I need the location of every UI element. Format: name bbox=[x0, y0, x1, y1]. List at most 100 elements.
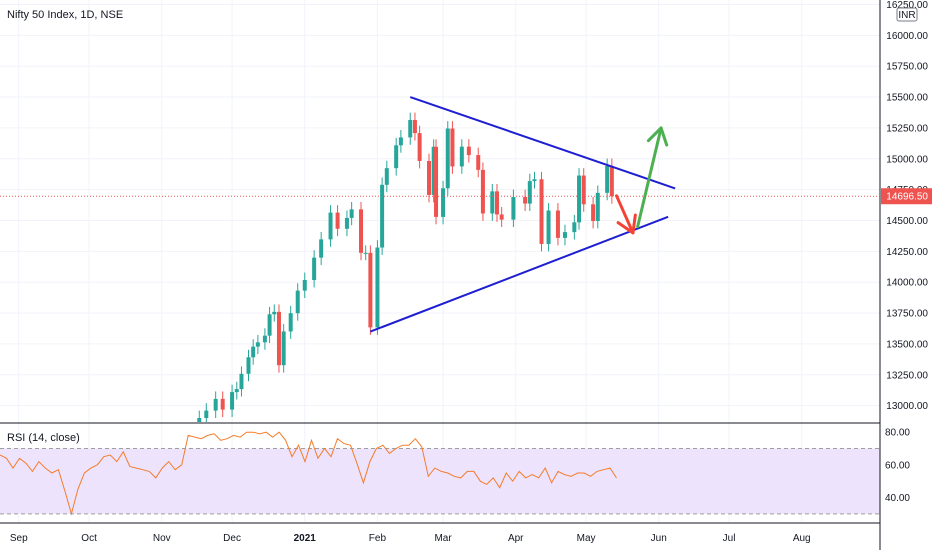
candle-body bbox=[466, 146, 471, 156]
current-price-label: 14696.50 bbox=[886, 192, 928, 203]
trendline-upper bbox=[409, 96, 676, 190]
candle-body bbox=[427, 160, 431, 195]
price-tick-label: 15500.00 bbox=[886, 93, 928, 104]
candle-body bbox=[335, 212, 340, 229]
grid-lines bbox=[0, 0, 880, 522]
currency-badge-label: INR bbox=[898, 10, 915, 21]
rsi-tick-label: 60.00 bbox=[885, 460, 910, 471]
candle-body bbox=[197, 418, 202, 422]
candlesticks bbox=[197, 112, 614, 422]
time-tick-label: Sep bbox=[10, 533, 28, 544]
time-tick-label: Aug bbox=[793, 533, 811, 544]
candle-body bbox=[476, 155, 481, 170]
rsi-band bbox=[0, 448, 880, 515]
candle-body bbox=[234, 389, 239, 393]
time-tick-label: Feb bbox=[369, 533, 387, 544]
candle-body bbox=[431, 146, 436, 195]
candle-body bbox=[494, 191, 499, 215]
candle-body bbox=[319, 239, 324, 258]
candle-body bbox=[368, 252, 373, 328]
candle-body bbox=[246, 357, 251, 374]
time-tick-label: Jul bbox=[723, 533, 736, 544]
candle-body bbox=[408, 120, 413, 138]
candle-body bbox=[239, 373, 244, 390]
candle-body bbox=[412, 120, 417, 134]
price-tick-label: 13000.00 bbox=[886, 401, 928, 412]
price-tick-label: 16000.00 bbox=[886, 31, 928, 42]
candle-body bbox=[532, 179, 537, 182]
candle-body bbox=[204, 410, 209, 418]
candle-body bbox=[281, 331, 286, 366]
price-tick-label: 15750.00 bbox=[886, 62, 928, 73]
rsi-tick-label: 40.00 bbox=[885, 493, 910, 504]
candle-body bbox=[255, 342, 260, 347]
price-tick-label: 14250.00 bbox=[886, 247, 928, 258]
rsi-series bbox=[0, 431, 617, 516]
price-tick-label: 14000.00 bbox=[886, 278, 928, 289]
rsi-tick-label: 80.00 bbox=[885, 428, 910, 439]
price-tick-label: 13500.00 bbox=[886, 339, 928, 350]
candle-body bbox=[295, 290, 300, 314]
candle-body bbox=[562, 232, 567, 238]
candle-body bbox=[328, 212, 333, 240]
candle-body bbox=[450, 128, 455, 167]
candle-body bbox=[349, 209, 354, 218]
currency-badge bbox=[896, 7, 918, 22]
candle-body bbox=[251, 346, 256, 358]
price-tick-label: 15000.00 bbox=[886, 154, 928, 165]
candle-body bbox=[577, 175, 582, 223]
candle-body bbox=[288, 313, 293, 332]
candle-body bbox=[262, 335, 267, 343]
candle-body bbox=[605, 165, 610, 193]
candle-body bbox=[546, 210, 551, 244]
candle-body bbox=[581, 175, 586, 205]
candle-body bbox=[398, 137, 403, 146]
candle-body bbox=[312, 257, 317, 280]
candle-body bbox=[359, 209, 364, 253]
price-tick-label: 13750.00 bbox=[886, 309, 928, 320]
candle-body bbox=[555, 210, 560, 238]
candle-body bbox=[394, 145, 399, 169]
candle-body bbox=[417, 133, 422, 161]
candle-body bbox=[572, 222, 577, 233]
candle-body bbox=[445, 128, 450, 189]
chart-title: Nifty 50 Index, 1D, NSE bbox=[7, 9, 123, 21]
price-tick-label: 15250.00 bbox=[886, 123, 928, 134]
arrow-down-shaft bbox=[615, 194, 635, 235]
current-price-badge bbox=[881, 188, 932, 205]
candle-body bbox=[490, 191, 495, 214]
candle-body bbox=[523, 197, 528, 204]
rsi-label: RSI (14, close) bbox=[7, 432, 80, 444]
time-tick-label: Nov bbox=[153, 533, 171, 544]
candle-body bbox=[344, 217, 349, 229]
candle-body bbox=[272, 311, 277, 315]
candle-body bbox=[511, 197, 516, 220]
time-tick-label: Jun bbox=[651, 533, 667, 544]
candle-body bbox=[276, 311, 281, 366]
candle-body bbox=[363, 252, 368, 254]
price-tick-label: 13250.00 bbox=[886, 370, 928, 381]
candle-body bbox=[441, 188, 446, 217]
candle-body bbox=[480, 169, 485, 214]
arrow-up-shaft bbox=[636, 126, 663, 229]
candle-body bbox=[380, 184, 385, 248]
candle-body bbox=[302, 279, 307, 291]
time-tick-label: Dec bbox=[223, 533, 241, 544]
time-tick-label: Mar bbox=[434, 533, 452, 544]
candle-body bbox=[267, 314, 272, 336]
rsi-line bbox=[0, 431, 617, 516]
candle-body bbox=[230, 392, 235, 410]
time-tick-label: Apr bbox=[508, 533, 524, 544]
trendline-lower bbox=[370, 215, 669, 333]
arrow-down-head bbox=[616, 213, 637, 235]
rsi-band-fill bbox=[0, 448, 880, 514]
time-tick-label: Oct bbox=[81, 533, 97, 544]
candle-body bbox=[609, 165, 614, 197]
candle-body bbox=[220, 398, 225, 410]
arrow-up-head bbox=[646, 126, 669, 147]
candle-body bbox=[591, 204, 596, 221]
candle-body bbox=[527, 181, 532, 204]
candle-body bbox=[499, 214, 504, 220]
time-tick-label: May bbox=[577, 533, 596, 544]
